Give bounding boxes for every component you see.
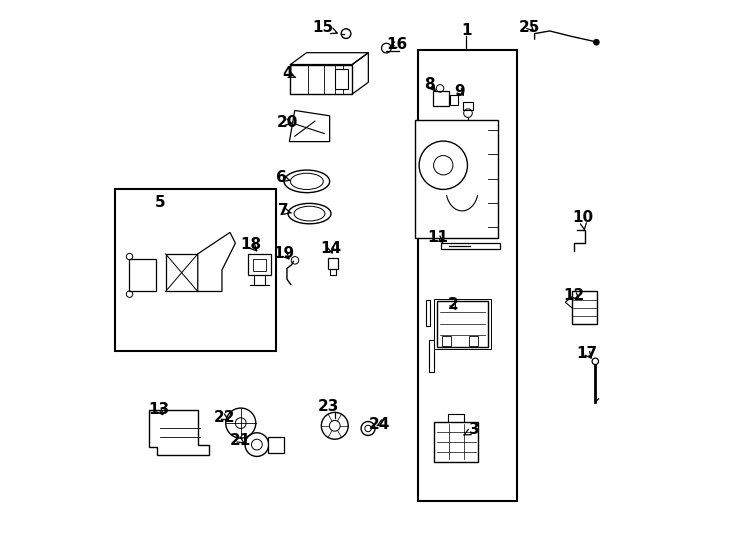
Text: 11: 11 bbox=[427, 230, 448, 245]
Polygon shape bbox=[289, 111, 330, 141]
Bar bbox=[415, 119, 498, 238]
Bar bbox=[248, 254, 271, 275]
Polygon shape bbox=[197, 232, 236, 292]
Text: 16: 16 bbox=[386, 37, 407, 52]
Bar bbox=[440, 242, 500, 249]
Text: 17: 17 bbox=[577, 346, 597, 361]
Circle shape bbox=[594, 39, 599, 45]
Bar bbox=[129, 259, 156, 292]
Text: 15: 15 bbox=[313, 19, 337, 35]
Bar bbox=[328, 258, 338, 269]
Bar bbox=[335, 69, 348, 90]
Bar bbox=[434, 422, 479, 462]
Bar bbox=[166, 254, 197, 292]
Bar bbox=[437, 301, 488, 347]
Text: 18: 18 bbox=[240, 237, 261, 252]
Text: 1: 1 bbox=[461, 23, 472, 38]
Bar bbox=[433, 91, 449, 106]
Bar bbox=[462, 102, 473, 110]
Bar bbox=[429, 340, 434, 372]
Text: 3: 3 bbox=[464, 422, 480, 437]
Text: 24: 24 bbox=[369, 417, 390, 431]
Text: 8: 8 bbox=[424, 77, 435, 92]
Text: 22: 22 bbox=[214, 410, 236, 425]
Bar bbox=[426, 300, 430, 326]
Bar bbox=[253, 259, 266, 271]
Text: 2: 2 bbox=[448, 298, 458, 313]
Text: 21: 21 bbox=[230, 433, 251, 448]
Text: 5: 5 bbox=[155, 195, 165, 211]
Text: 23: 23 bbox=[318, 400, 339, 415]
Bar bbox=[435, 299, 491, 349]
Text: 10: 10 bbox=[572, 210, 593, 231]
Text: 6: 6 bbox=[276, 170, 290, 185]
Bar bbox=[442, 336, 451, 346]
Text: 20: 20 bbox=[276, 115, 298, 130]
Polygon shape bbox=[150, 410, 208, 455]
Bar bbox=[268, 436, 284, 453]
Bar bbox=[418, 50, 517, 501]
Bar bbox=[450, 95, 458, 105]
Text: 14: 14 bbox=[321, 241, 341, 256]
Bar bbox=[115, 190, 276, 350]
Bar bbox=[291, 64, 352, 94]
Text: 25: 25 bbox=[519, 19, 540, 35]
Text: 13: 13 bbox=[148, 402, 169, 417]
Text: 12: 12 bbox=[564, 288, 585, 303]
Text: 4: 4 bbox=[282, 66, 296, 82]
Text: 9: 9 bbox=[454, 84, 465, 99]
Bar bbox=[572, 292, 597, 323]
Text: 7: 7 bbox=[278, 204, 291, 218]
Bar bbox=[469, 336, 478, 346]
Text: 19: 19 bbox=[274, 246, 295, 261]
